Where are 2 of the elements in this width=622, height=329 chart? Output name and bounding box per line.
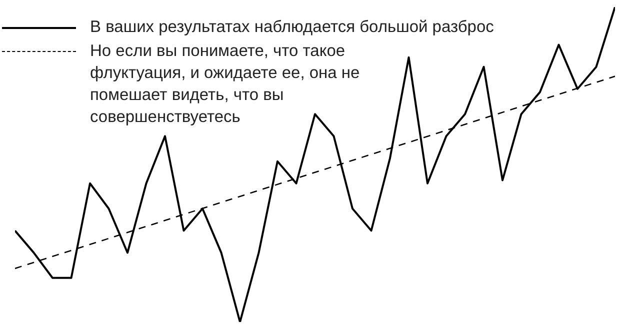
legend-label: В ваших результатах наблюдается большой разброс <box>90 17 495 38</box>
legend-label: Но если вы понимаете, что такое флуктуация, и ожидаете ее, она не помешает видеть, что вы совершенствуетесь <box>90 41 361 128</box>
